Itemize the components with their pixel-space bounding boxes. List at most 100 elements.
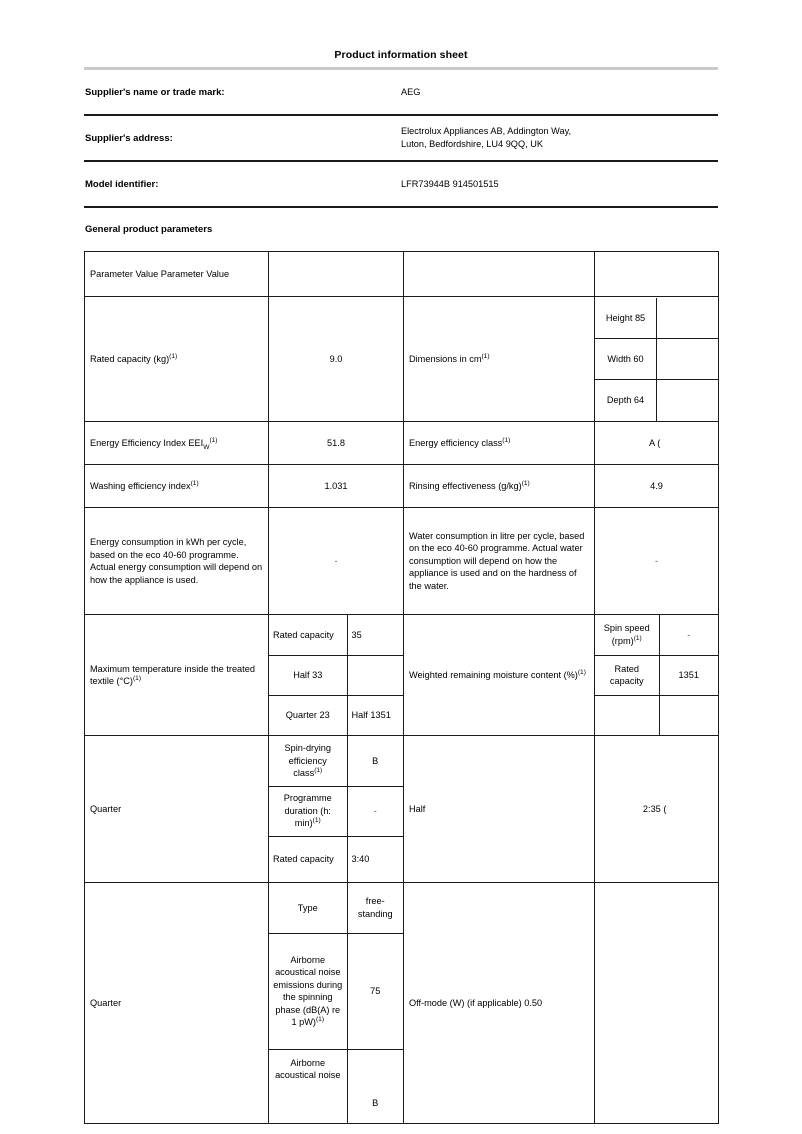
section-heading: General product parameters	[85, 224, 213, 235]
eei-value: 51.8	[268, 421, 404, 465]
spin-drying-sub-row: Spin-drying efficiency class(1) B	[269, 736, 403, 787]
noise-sub-row: Airborne acoustical noise B	[269, 1048, 403, 1123]
spin-speed-sub-row	[595, 694, 718, 735]
washing-efficiency-label: Washing efficiency index(1)	[84, 464, 269, 508]
supplier-name-label: Supplier's name or trade mark:	[85, 86, 225, 98]
dimension-depth-value	[656, 379, 718, 421]
temperature-subtable-cell: Rated capacity 35 Half 33 Quarter 23 Hal…	[268, 614, 404, 736]
supplier-name-value: AEG	[401, 86, 421, 97]
programme-duration-label: Programme duration (h: min)(1)	[269, 785, 348, 837]
rinsing-effectiveness-value: 4.9	[594, 464, 719, 508]
footnote-ref: (1)	[577, 668, 586, 676]
supplier-name-row: Supplier's name or trade mark: AEG	[84, 70, 718, 114]
eei-label: Energy Efficiency Index EEIW(1)	[84, 421, 269, 465]
header-blank-param2	[403, 251, 595, 297]
title-divider	[84, 67, 718, 70]
spin-drying-row: Quarter Spin-drying efficiency class(1) …	[84, 735, 719, 883]
noise-subtable-cell: Type free- standing Airborne acoustical …	[268, 882, 404, 1124]
airborne-noise-class-value: B	[346, 1048, 403, 1123]
dimension-height-label: Height 85	[595, 297, 657, 339]
spin-drying-class-value: B	[346, 736, 403, 787]
spin-drying-subtable-cell: Spin-drying efficiency class(1) B Progra…	[268, 735, 404, 883]
rated-capacity-row: Rated capacity (kg)(1) 9.0 Dimensions in…	[84, 296, 719, 422]
water-consumption-label: Water consumption in litre per cycle, ba…	[403, 507, 595, 615]
temperature-half-label: Half 33	[269, 654, 348, 696]
footnote-ref: (1)	[315, 1015, 325, 1023]
footnote-ref: (1)	[190, 479, 199, 487]
dimension-width-label: Width 60	[595, 338, 657, 380]
temperature-quarter-value: Half 1351	[346, 694, 403, 735]
duration-rated-capacity-value: 3:40	[346, 835, 403, 882]
energy-consumption-value: -	[268, 507, 404, 615]
rinsing-effectiveness-label: Rinsing effectiveness (g/kg)(1)	[403, 464, 595, 508]
washing-efficiency-value: 1.031	[268, 464, 404, 508]
noise-row: Quarter Type free- standing Airborne aco…	[84, 882, 719, 1124]
footnote-ref: (1)	[633, 634, 642, 642]
header-blank-value2	[594, 251, 719, 297]
footnote-ref: (1)	[314, 766, 323, 774]
row-divider	[84, 206, 718, 208]
energy-consumption-label: Energy consumption in kWh per cycle, bas…	[84, 507, 269, 615]
header-blank-value	[268, 251, 404, 297]
max-temperature-label: Maximum temperature inside the treated t…	[84, 614, 269, 736]
temperature-half-value	[346, 654, 403, 696]
temperature-rated-value: 35	[346, 615, 403, 656]
temperature-quarter-label: Quarter 23	[269, 694, 348, 735]
airborne-noise-spinning-label: Airborne acoustical noise emissions duri…	[269, 932, 348, 1050]
energy-efficiency-index-row: Energy Efficiency Index EEIW(1) 51.8 Ene…	[84, 421, 719, 465]
type-label: Type	[269, 883, 348, 934]
spin-speed-sub-row: Spin speed (rpm)(1) -	[595, 615, 718, 656]
duration-half-value: 2:35 (2	[594, 735, 719, 883]
airborne-noise-spinning-value: 75	[346, 932, 403, 1050]
supplier-address-line1: Electrolux Appliances AB, Addington Way,	[401, 126, 572, 136]
temperature-sub-row: Half 33	[269, 654, 403, 696]
spin-speed-subtable-cell: Spin speed (rpm)(1) - Rated capacity 135…	[594, 614, 719, 736]
spin-drying-sub-row: Rated capacity 3:40	[269, 835, 403, 882]
footnote-ref: (1)	[209, 436, 218, 444]
dimension-row: Depth 64	[595, 379, 718, 421]
temperature-subtable: Rated capacity 35 Half 33 Quarter 23 Hal…	[269, 615, 403, 735]
consumption-row: Energy consumption in kWh per cycle, bas…	[84, 507, 719, 615]
eei-subscript: W	[203, 443, 210, 451]
spin-drying-quarter-label: Quarter	[84, 735, 269, 883]
spin-speed-subtable: Spin speed (rpm)(1) - Rated capacity 135…	[595, 615, 718, 735]
model-identifier-row: Model identifier: LFR73944B 914501515	[84, 162, 718, 206]
spin-drying-sub-row: Programme duration (h: min)(1) -	[269, 785, 403, 837]
dimensions-subtable: Height 85 Width 60 Depth 64	[595, 297, 718, 421]
row-divider	[84, 114, 718, 116]
dimension-height-value	[656, 297, 718, 339]
supplier-address-value: Electrolux Appliances AB, Addington Way,…	[400, 125, 718, 151]
footnote-ref: (1)	[521, 479, 530, 487]
spin-drying-subtable: Spin-drying efficiency class(1) B Progra…	[269, 736, 403, 882]
general-parameters-table: Parameter Value Parameter Value Rated ca…	[84, 251, 719, 1124]
spin-empty-value	[658, 694, 718, 735]
spin-speed-value: -	[658, 615, 718, 656]
noise-subtable: Type free- standing Airborne acoustical …	[269, 883, 403, 1123]
page-title: Product information sheet	[334, 49, 468, 61]
spin-empty-label	[595, 694, 660, 735]
footnote-ref: (1)	[481, 352, 490, 360]
dimensions-label: Dimensions in cm(1)	[403, 296, 595, 422]
model-identifier-value: LFR73944B 914501515	[401, 178, 499, 189]
spin-drying-class-label: Spin-drying efficiency class(1)	[269, 736, 348, 787]
energy-class-value: A (2	[594, 421, 719, 465]
washing-efficiency-row: Washing efficiency index(1) 1.031 Rinsin…	[84, 464, 719, 508]
energy-class-label: Energy efficiency class(1)	[403, 421, 595, 465]
noise-quarter-label: Quarter	[84, 882, 269, 1124]
duration-half-label: Half	[403, 735, 595, 883]
max-temperature-row: Maximum temperature inside the treated t…	[84, 614, 719, 736]
spin-speed-sub-row: Rated capacity 1351	[595, 654, 718, 696]
programme-duration-value: -	[346, 785, 403, 837]
spin-rated-capacity-label: Rated capacity	[595, 654, 660, 696]
dimension-width-value	[656, 338, 718, 380]
row-divider	[84, 160, 718, 162]
supplier-address-row: Supplier's address: Electrolux Appliance…	[84, 116, 718, 160]
noise-sub-row: Airborne acoustical noise emissions duri…	[269, 932, 403, 1050]
dimension-depth-label: Depth 64	[595, 379, 657, 421]
moisture-content-label: Weighted remaining moisture content (%)(…	[403, 614, 595, 736]
duration-rated-capacity-label: Rated capacity	[269, 835, 348, 882]
product-information-sheet: Product information sheet Supplier's nam…	[84, 0, 719, 1124]
dimension-row: Width 60	[595, 338, 718, 380]
temperature-rated-label: Rated capacity	[269, 615, 348, 656]
rated-capacity-value: 9.0	[268, 296, 404, 422]
